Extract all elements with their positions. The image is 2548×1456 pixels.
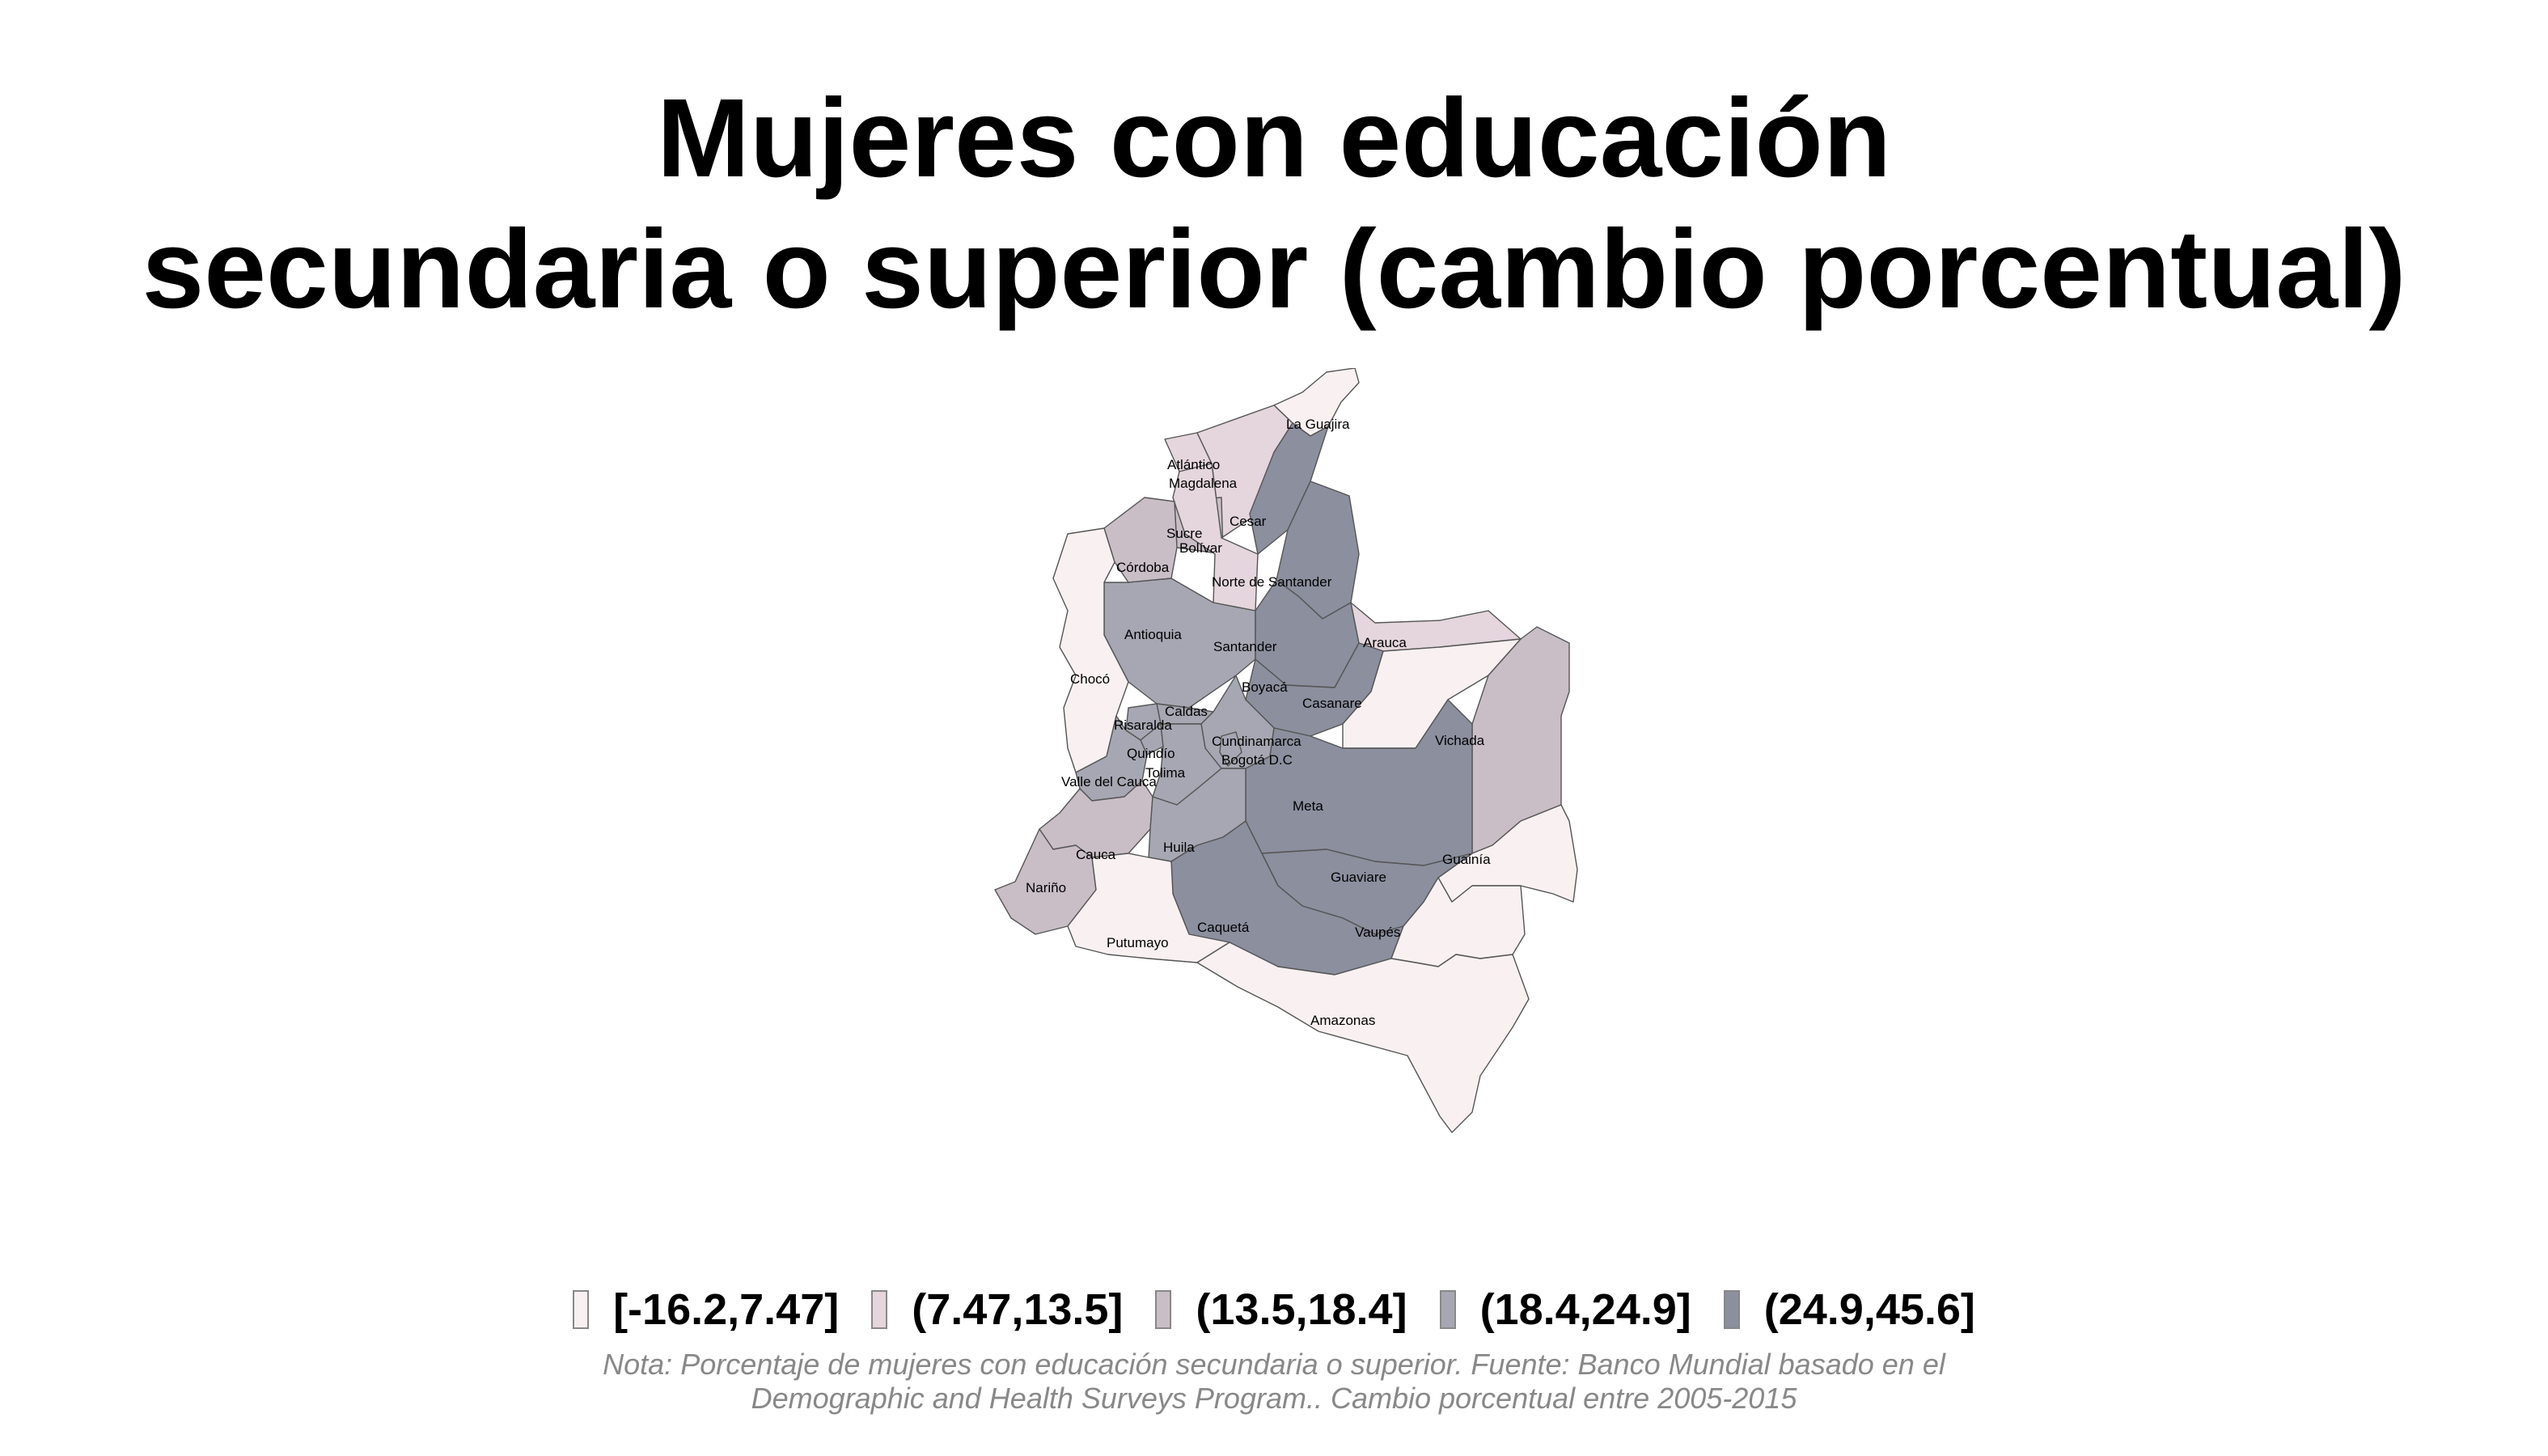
region-label-sucre: Sucre <box>1166 526 1202 541</box>
region-label-huila: Huila <box>1163 840 1195 855</box>
region-label-la-guajira: La Guajira <box>1286 417 1350 432</box>
note-line-2: Demographic and Health Surveys Program..… <box>751 1382 1797 1415</box>
title-line-1: Mujeres con educación <box>656 76 1892 201</box>
legend-item-4: (18.4,24.9] <box>1439 1285 1691 1335</box>
region-label-vichada: Vichada <box>1435 733 1485 748</box>
region-label-atlantico: Atlántico <box>1167 457 1220 472</box>
legend-item-3: (13.5,18.4] <box>1155 1285 1407 1335</box>
legend-item-1: [-16.2,7.47] <box>573 1285 839 1335</box>
legend-label-1: [-16.2,7.47] <box>613 1285 840 1334</box>
colombia-choropleth-map: La GuajiraAtlánticoMagdalenaCesarSucreBo… <box>994 368 1578 1133</box>
region-bogota-d-c <box>1219 731 1242 767</box>
region-label-vaupes: Vaupés <box>1355 925 1400 940</box>
region-label-casanare: Casanare <box>1302 696 1362 711</box>
legend-swatch-3 <box>1155 1290 1172 1329</box>
region-label-bogota-d-c: Bogotá D.C <box>1221 752 1293 768</box>
note-line-1: Nota: Porcentaje de mujeres con educació… <box>603 1348 1945 1381</box>
legend-swatch-2 <box>871 1290 888 1329</box>
region-label-guainia: Guainía <box>1442 852 1491 867</box>
region-label-cundinamarca: Cundinamarca <box>1212 734 1302 749</box>
legend-label-2: (7.47,13.5] <box>912 1285 1124 1334</box>
region-label-santander: Santander <box>1213 639 1277 654</box>
region-label-cordoba: Córdoba <box>1116 560 1170 575</box>
region-amazonas <box>1196 942 1530 1133</box>
region-label-narino: Nariño <box>1026 880 1066 895</box>
region-label-cesar: Cesar <box>1230 514 1267 529</box>
region-label-caqueta: Caquetá <box>1197 920 1250 935</box>
region-label-tolima: Tolima <box>1145 765 1186 781</box>
region-cordoba <box>1103 497 1178 583</box>
title-line-2: secundaria o superior (cambio porcentual… <box>142 207 2406 332</box>
legend-swatch-1 <box>573 1290 590 1329</box>
region-label-arauca: Arauca <box>1363 635 1407 650</box>
legend-label-5: (24.9,45.6] <box>1763 1285 1975 1334</box>
legend-swatch-5 <box>1723 1290 1740 1329</box>
region-label-boyaca: Boyacá <box>1242 679 1288 695</box>
map-title: Mujeres con educación secundaria o super… <box>0 73 2548 335</box>
legend-label-3: (13.5,18.4] <box>1196 1285 1407 1334</box>
region-label-meta: Meta <box>1293 798 1323 814</box>
source-note: Nota: Porcentaje de mujeres con educació… <box>0 1348 2548 1416</box>
region-label-putumayo: Putumayo <box>1107 935 1169 950</box>
legend-item-2: (7.47,13.5] <box>871 1285 1123 1335</box>
region-label-magdalena: Magdalena <box>1169 476 1238 491</box>
region-label-cauca: Cauca <box>1076 847 1116 862</box>
region-label-guaviare: Guaviare <box>1331 870 1386 885</box>
region-label-norte-de-santander: Norte de Santander <box>1212 574 1332 590</box>
region-label-valle-del-cauca: Valle del Cauca <box>1061 774 1157 789</box>
region-putumayo <box>1067 853 1230 963</box>
region-label-bolivar: Bolívar <box>1179 540 1222 556</box>
region-label-caldas: Caldas <box>1165 704 1208 719</box>
legend-swatch-4 <box>1439 1290 1456 1329</box>
legend-label-4: (18.4,24.9] <box>1479 1285 1691 1334</box>
legend-item-5: (24.9,45.6] <box>1723 1285 1975 1335</box>
region-label-quindio: Quindío <box>1127 746 1175 761</box>
region-label-choco: Chocó <box>1070 671 1110 687</box>
region-label-antioquia: Antioquia <box>1124 627 1182 642</box>
legend: [-16.2,7.47] (7.47,13.5] (13.5,18.4] (18… <box>0 1285 2548 1335</box>
region-label-risaralda: Risaralda <box>1114 717 1172 733</box>
region-label-amazonas: Amazonas <box>1310 1013 1375 1028</box>
